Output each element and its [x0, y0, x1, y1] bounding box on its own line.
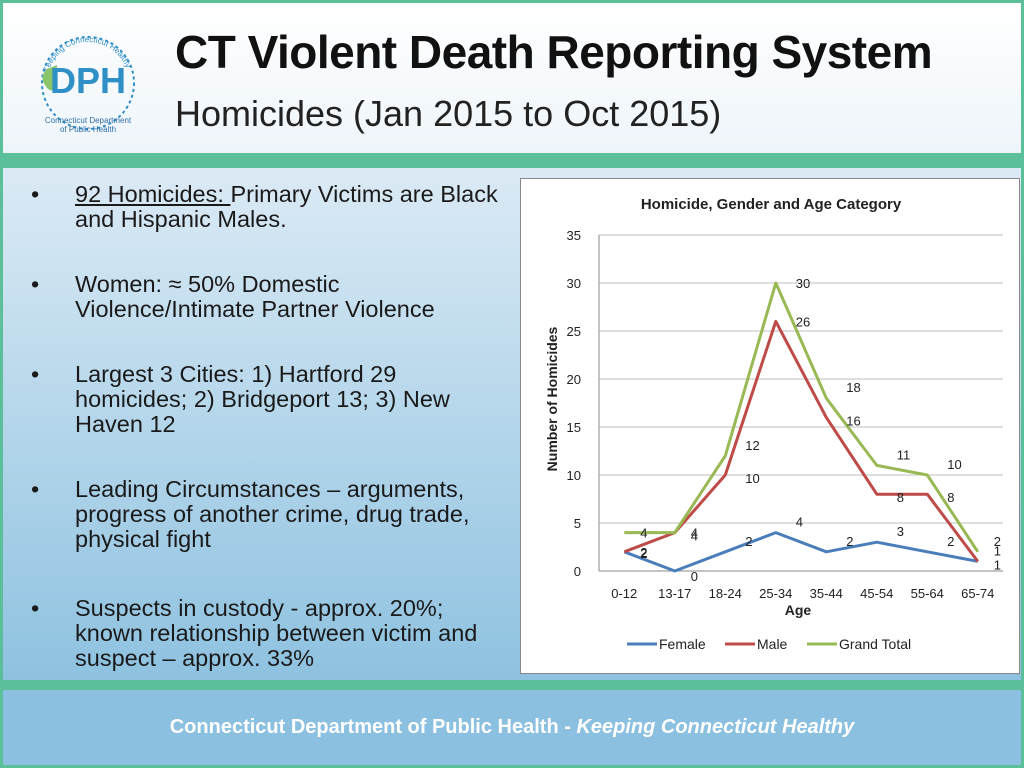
data-label-grand-total: 11	[897, 447, 911, 462]
data-label-grand-total: 4	[691, 526, 698, 541]
bullet-marker: •	[31, 361, 40, 387]
data-label-male: 10	[745, 471, 759, 486]
bullet-marker: •	[31, 181, 40, 207]
chart-legend: Female Male Grand Total	[627, 636, 911, 652]
bullet-text: Women: ≈ 50% Domestic Violence/Intimate …	[75, 271, 435, 322]
data-label-male: 4	[691, 529, 698, 544]
y-tick-label: 10	[567, 468, 581, 483]
bullet-text: Primary Victims are Black and Hispanic M…	[75, 181, 498, 232]
header-banner: Keeping Connecticut Healthy DPH Connecti…	[3, 3, 1021, 153]
data-label-male: 26	[796, 314, 810, 329]
x-tick-label: 25-34	[759, 586, 792, 601]
data-label-grand-total: 18	[846, 380, 860, 395]
series-line-female	[623, 531, 979, 573]
bullet-text: Largest 3 Cities: 1) Hartford 29 homicid…	[75, 361, 450, 437]
data-label-female: 2	[846, 534, 853, 549]
data-label-female: 1	[994, 543, 1001, 558]
y-tick-label: 15	[567, 420, 581, 435]
data-label-male: 8	[947, 490, 954, 505]
dph-logo: Keeping Connecticut Healthy DPH Connecti…	[41, 35, 135, 134]
data-label-male: 8	[897, 490, 904, 505]
x-tick-label: 45-54	[860, 586, 893, 601]
x-axis-label: Age	[785, 602, 812, 618]
bullet-text: Leading Circumstances – arguments, progr…	[75, 476, 470, 552]
bullet-lead: 92 Homicides:	[75, 181, 231, 207]
y-tick-label: 30	[567, 276, 581, 291]
page-title: CT Violent Death Reporting System	[175, 26, 933, 78]
bullet-item: • Women: ≈ 50% Domestic Violence/Intimate…	[31, 272, 501, 322]
x-tick-labels: 0-12 13-17 18-24 25-34 35-44 45-54 55-64 65-74	[611, 586, 994, 601]
y-tick-label: 20	[567, 372, 581, 387]
data-label-female: 2	[745, 534, 752, 549]
bullet-list: • 92 Homicides: Primary Victims are Black…	[31, 182, 501, 711]
data-label-grand-total: 30	[796, 276, 810, 291]
x-tick-label: 0-12	[611, 586, 637, 601]
logo-letters: DPH	[50, 60, 126, 101]
data-label-male: 2	[640, 545, 647, 560]
chart-container: Homicide, Gender and Age Category 0 5 10 15…	[520, 178, 1020, 674]
bullet-item: • 92 Homicides: Primary Victims are Black…	[31, 182, 501, 232]
chart-title: Homicide, Gender and Age Category	[641, 196, 902, 213]
x-tick-label: 13-17	[658, 586, 691, 601]
bullet-marker: •	[31, 476, 40, 502]
data-label-grand-total: 2	[994, 534, 1001, 549]
bullet-marker: •	[31, 271, 40, 297]
y-tick-label: 0	[574, 564, 581, 579]
legend-label: Female	[659, 636, 706, 652]
logo-caption-2: of Public Health	[60, 125, 116, 134]
data-label-female: 4	[796, 515, 803, 530]
chart-series	[623, 281, 980, 573]
data-label-female: 3	[897, 524, 904, 539]
page-subtitle: Homicides (Jan 2015 to Oct 2015)	[175, 93, 722, 134]
y-axis-label: Number of Homicides	[544, 326, 560, 471]
data-label-grand-total: 4	[640, 526, 647, 541]
data-label-female: 2	[640, 546, 647, 561]
homicide-line-chart: Homicide, Gender and Age Category 051015…	[544, 196, 1003, 652]
bullet-item: • Leading Circumstances – arguments, prog…	[31, 477, 501, 552]
footer-text: Connecticut Department of Public Health …	[3, 716, 1021, 739]
x-tick-label: 65-74	[961, 586, 994, 601]
series-line-male	[623, 319, 979, 563]
bullet-text: Suspects in custody - approx. 20%; known…	[75, 595, 478, 671]
bullet-item: • Suspects in custody - approx. 20%; know…	[31, 596, 501, 671]
legend-label: Grand Total	[839, 636, 911, 652]
x-tick-label: 55-64	[911, 586, 944, 601]
x-tick-label: 18-24	[709, 586, 742, 601]
data-label-male: 16	[846, 413, 860, 428]
content-panel: • 92 Homicides: Primary Victims are Black…	[3, 168, 1021, 680]
data-label-female: 2	[947, 534, 954, 549]
footer-tagline: Keeping Connecticut Healthy	[576, 716, 855, 738]
data-label-grand-total: 10	[947, 457, 961, 472]
data-label-male: 1	[994, 557, 1001, 572]
bullet-item: • Largest 3 Cities: 1) Hartford 29 homici…	[31, 362, 501, 437]
footer-org: Connecticut Department of Public Health …	[169, 716, 577, 738]
y-tick-label: 25	[567, 324, 581, 339]
y-tick-label: 5	[574, 516, 581, 531]
series-line-grand-total	[624, 281, 980, 553]
x-tick-label: 35-44	[810, 586, 843, 601]
data-label-female: 0	[691, 569, 698, 584]
logo-caption-1: Connecticut Department	[45, 116, 132, 125]
y-tick-labels: 0 5 10 15 20 25 30 35	[567, 228, 581, 579]
legend-label: Male	[757, 636, 788, 652]
chart-grid	[598, 234, 1003, 572]
y-tick-label: 35	[567, 228, 581, 243]
bullet-marker: •	[31, 595, 40, 621]
footer-banner: Connecticut Department of Public Health …	[3, 690, 1021, 765]
data-label-grand-total: 12	[745, 438, 759, 453]
